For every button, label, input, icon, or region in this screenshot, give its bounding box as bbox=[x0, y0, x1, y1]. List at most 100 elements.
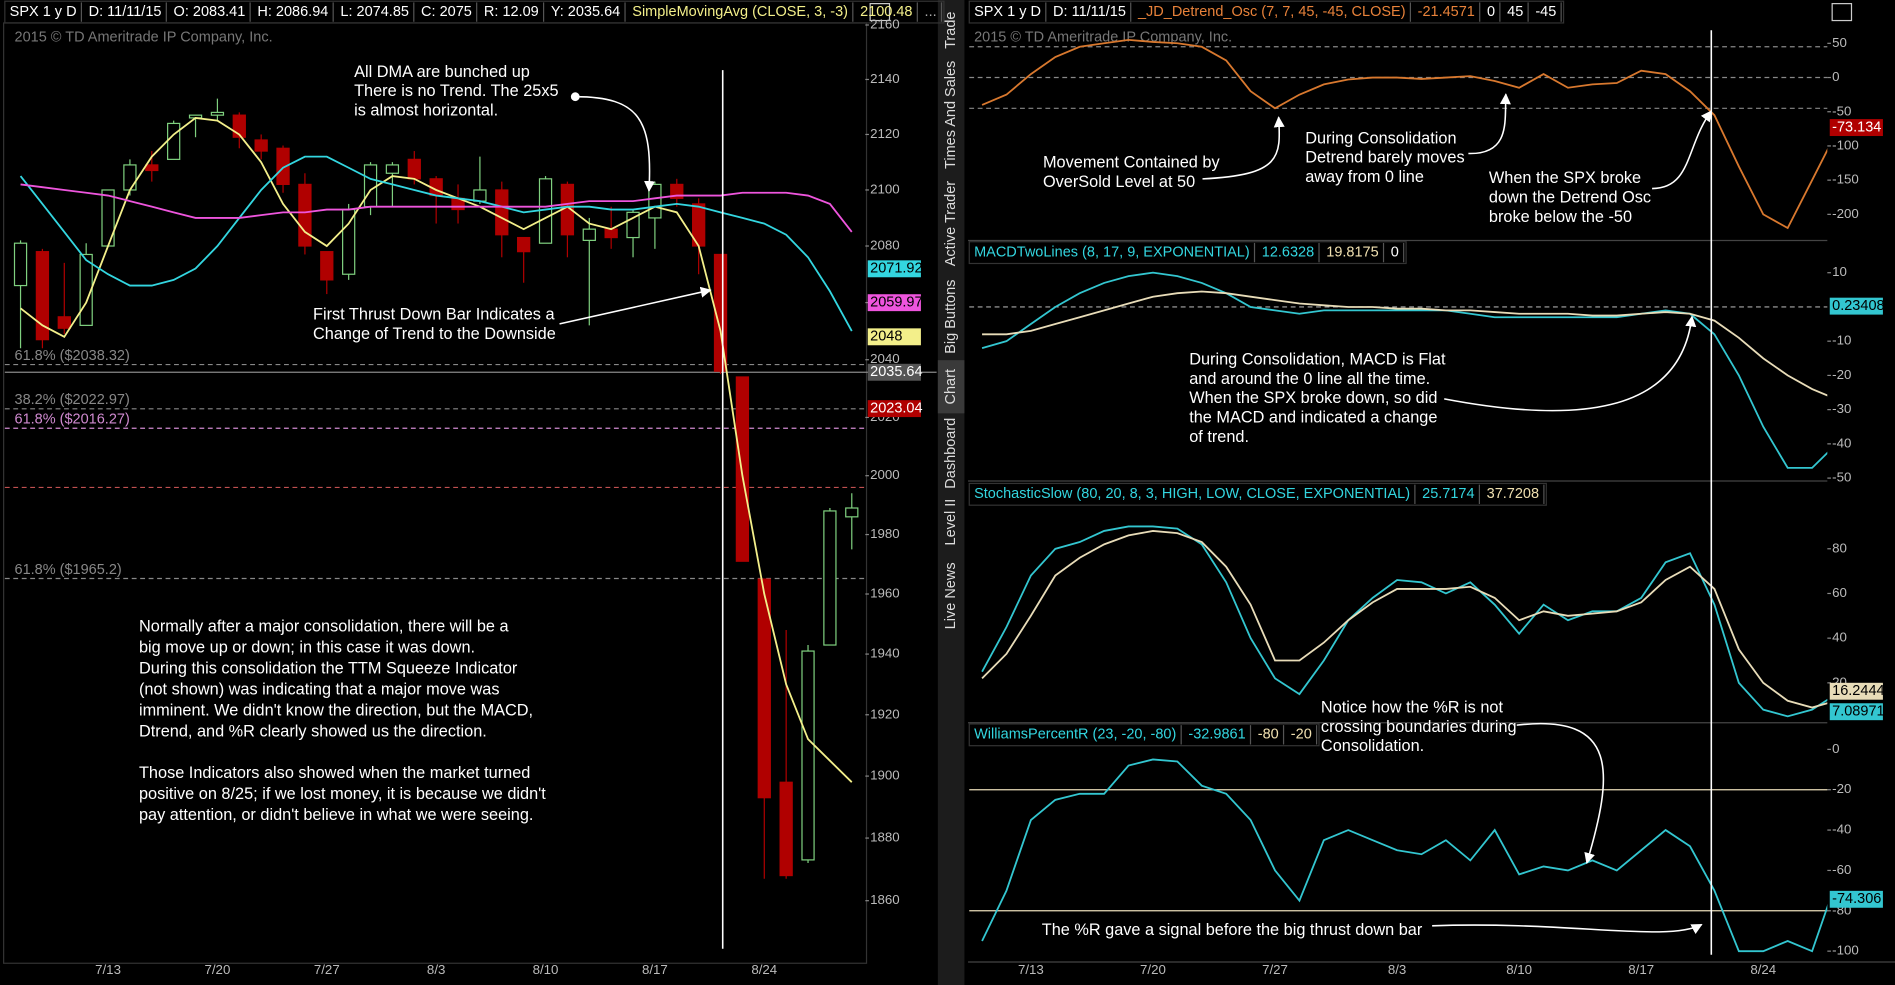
annotation-line: of trend. bbox=[1189, 428, 1249, 446]
y-tick-label: 1940 bbox=[870, 646, 900, 661]
y-tick-label: 80 bbox=[1832, 540, 1847, 555]
menu-icon[interactable] bbox=[1831, 3, 1853, 22]
annotation-line: When the SPX broke bbox=[1489, 169, 1641, 187]
y-tick-label: -50 bbox=[1832, 103, 1851, 118]
y-tick-label: 10 bbox=[1832, 264, 1847, 279]
value-label-box bbox=[1829, 297, 1883, 315]
header-item: StochasticSlow (80, 20, 8, 3, HIGH, LOW,… bbox=[974, 486, 1410, 502]
x-tick-label: 7/13 bbox=[95, 962, 121, 977]
y-tick-label: -40 bbox=[1832, 435, 1851, 450]
sidebar bbox=[937, 0, 965, 985]
x-tick-label: 8/10 bbox=[533, 962, 559, 977]
annotation-line: is almost horizontal. bbox=[354, 102, 498, 120]
y-tick-label: -10 bbox=[1832, 333, 1851, 348]
x-tick-label: 7/13 bbox=[1018, 962, 1044, 977]
fib-label: 61.8% ($1965.2) bbox=[15, 562, 122, 578]
arrow bbox=[1468, 93, 1511, 155]
candle-body bbox=[13, 242, 28, 287]
sidebar-tab: Chart bbox=[943, 369, 959, 404]
candle-body bbox=[713, 253, 728, 372]
header-box bbox=[968, 723, 1320, 747]
header-item: WilliamsPercentR (23, -20, -80) bbox=[974, 727, 1176, 743]
y-tick-label: 2160 bbox=[870, 17, 900, 32]
annotation-line: (not shown) was indicating that a major … bbox=[139, 681, 500, 699]
value-label: 2035.64 bbox=[870, 364, 922, 380]
value-label-box bbox=[867, 363, 921, 381]
header-box bbox=[4, 0, 945, 24]
indicator-line bbox=[981, 758, 1828, 953]
annotation-line: positive on 8/25; if we lost money, it i… bbox=[139, 785, 546, 803]
indicator-line bbox=[981, 525, 1828, 718]
sidebar-tab: Big Buttons bbox=[943, 280, 959, 354]
header-box bbox=[968, 0, 1565, 24]
candle-body bbox=[779, 781, 793, 877]
candle-body bbox=[757, 578, 771, 799]
value-label: 2023.04 bbox=[870, 400, 922, 416]
y-tick-label: -30 bbox=[1832, 401, 1851, 416]
header-item: 12.6328 bbox=[1262, 244, 1314, 260]
candle-body bbox=[210, 111, 225, 116]
fib-label: 61.8% ($2038.32) bbox=[15, 348, 130, 364]
menu-icon[interactable] bbox=[869, 3, 891, 22]
x-tick-label: 7/20 bbox=[204, 962, 230, 977]
indicator-line bbox=[19, 155, 853, 332]
candle-body bbox=[823, 510, 837, 646]
sidebar-tab: Dashboard bbox=[943, 418, 959, 489]
y-tick-label: -60 bbox=[1832, 862, 1851, 877]
candle-body bbox=[801, 650, 815, 861]
content: Trade Times And Sales Active Trader Big But… bbox=[4, 0, 1885, 977]
copyright: 2015 © TD Ameritrade IP Company, Inc. bbox=[974, 29, 1232, 45]
annotation-line: During Consolidation bbox=[1305, 129, 1456, 147]
annotation-line: Dtrend, and %R clearly showed us the dir… bbox=[139, 723, 487, 741]
header-item: O: 2083.41 bbox=[174, 4, 246, 20]
x-tick-label: 8/17 bbox=[1628, 962, 1654, 977]
value-label-box bbox=[1829, 890, 1883, 908]
value-label: 16.2444 bbox=[1832, 683, 1884, 699]
header-item: Y: 2035.64 bbox=[551, 4, 620, 20]
arrow bbox=[1652, 110, 1712, 190]
x-tick-label: 7/27 bbox=[314, 962, 340, 977]
header-item: 0 bbox=[1391, 244, 1399, 260]
annotation-line: All DMA are bunched up bbox=[354, 63, 530, 81]
header-item: L: 2074.85 bbox=[340, 4, 409, 20]
y-tick-label: -100 bbox=[1832, 943, 1859, 958]
annotation-line: Notice how the %R is not bbox=[1321, 699, 1504, 717]
indicator-line bbox=[981, 38, 1828, 230]
annotation-line: There is no Trend. The 25x5 bbox=[354, 82, 558, 100]
candle-body bbox=[276, 147, 290, 185]
subheader-bg bbox=[969, 723, 1828, 746]
arrows bbox=[559, 30, 1713, 955]
fib-label: 61.8% ($2016.27) bbox=[15, 412, 130, 428]
y-tick-label: 2040 bbox=[870, 351, 900, 366]
header-item: D: 11/11/15 bbox=[89, 4, 162, 20]
candle-body bbox=[123, 164, 137, 191]
value-label-box bbox=[867, 400, 921, 418]
value-label-box bbox=[867, 328, 921, 346]
annotation-line: and around the 0 line all the time. bbox=[1189, 370, 1430, 388]
y-tick-label: -200 bbox=[1832, 206, 1859, 221]
candle-body bbox=[473, 189, 487, 202]
y-tick-label: 1900 bbox=[870, 768, 900, 783]
annotation-line: down the Detrend Osc bbox=[1489, 189, 1651, 207]
annotation-line: Normally after a major consolidation, th… bbox=[139, 618, 509, 636]
value-label-box bbox=[867, 294, 921, 312]
candle-body bbox=[35, 251, 50, 341]
header-item: -80 bbox=[1258, 727, 1279, 743]
header-item: 45 bbox=[1507, 4, 1523, 20]
header-item: MACDTwoLines (8, 17, 9, EXPONENTIAL) bbox=[974, 244, 1250, 260]
header-item: -32.9861 bbox=[1188, 727, 1245, 743]
x-tick-label: 8/17 bbox=[642, 962, 668, 977]
indicator-line bbox=[20, 183, 853, 233]
arrow bbox=[1516, 722, 1605, 864]
y-tick-label: 0 bbox=[1832, 69, 1839, 84]
value-label: 2059.97 bbox=[870, 295, 922, 311]
y-tick-label: 2080 bbox=[870, 238, 900, 253]
value-label-box bbox=[1829, 682, 1883, 700]
header-item: 2100.48 bbox=[860, 4, 912, 20]
sidebar-tab: Trade bbox=[943, 12, 959, 49]
y-tick-label: -40 bbox=[1832, 822, 1851, 837]
arrow bbox=[575, 95, 655, 193]
arrow bbox=[559, 286, 712, 325]
annotation-line: imminent. We didn't know the direction, … bbox=[139, 702, 533, 720]
